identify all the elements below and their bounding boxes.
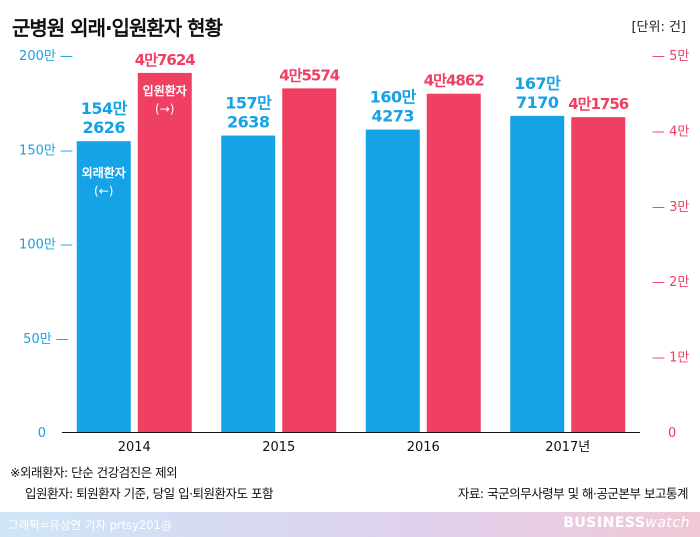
left-axis-tick-label: 100만 —: [19, 238, 73, 253]
data-label-outpatient: 4273: [371, 107, 414, 126]
series-label-inpatient: 입원환자: [143, 83, 187, 98]
x-axis-tick-label: 2016: [407, 440, 440, 455]
x-axis-tick-label: 2014: [118, 440, 151, 455]
note-inpatient: 입원환자: 퇴원환자 기준, 당일 입·퇴원환자도 포함: [25, 486, 274, 501]
left-axis-tick-label: 0: [38, 426, 46, 441]
unit-label: [단위: 건]: [631, 20, 686, 35]
data-label-outpatient: 2626: [82, 118, 125, 137]
bar-outpatient: [365, 129, 420, 432]
source-note: 자료: 국군의무사령부 및 해·공군본부 보고통계: [457, 486, 689, 501]
right-axis-tick-label: — 3만: [652, 200, 689, 215]
data-label-outpatient: 160만: [370, 88, 417, 107]
left-axis-tick-label: 200만 —: [19, 49, 73, 64]
right-axis-tick-label: 0: [668, 426, 676, 441]
data-label-outpatient: 154만: [81, 99, 128, 118]
data-label-inpatient: 4만5574: [279, 66, 340, 84]
bar-inpatient: [137, 72, 192, 432]
bar-inpatient: [426, 93, 481, 433]
page-title: 군병원 외래·입원환자 현황: [12, 16, 223, 40]
bar-outpatient: [221, 135, 276, 432]
right-axis-tick-label: — 1만: [652, 351, 689, 366]
data-label-inpatient: 4만4862: [424, 72, 485, 90]
bar-outpatient: [510, 115, 565, 432]
data-label-inpatient: 4만7624: [135, 51, 196, 69]
graphic-credit: 그래픽=유상연 기자 prtsy201@: [8, 518, 173, 532]
data-label-outpatient: 167만: [514, 74, 561, 93]
series-label-outpatient-arrow: (←): [94, 184, 113, 198]
bar-inpatient: [571, 117, 626, 432]
data-label-outpatient: 2638: [227, 113, 270, 132]
right-axis-tick-label: — 4만: [652, 124, 689, 139]
note-outpatient: ※외래환자: 단순 건강검진은 제외: [10, 465, 178, 480]
data-label-outpatient: 7170: [516, 93, 559, 112]
bar-inpatient: [282, 88, 337, 432]
bar-outpatient: [76, 141, 131, 432]
left-axis-tick-label: 50만 —: [23, 332, 69, 347]
bar-chart: 0 50만 — 100만 — 150만 — 200만 — 0 — 1만 — 2만 — 3만 — 4…: [19, 49, 689, 455]
x-axis-tick-label: 2015: [262, 440, 295, 455]
brand-bold: BUSINESS: [563, 515, 646, 531]
series-label-outpatient: 외래환자: [82, 165, 126, 180]
x-axis-tick-label: 2017년: [545, 440, 590, 455]
data-label-outpatient: 157만: [225, 94, 272, 113]
data-label-inpatient: 4만1756: [568, 95, 629, 113]
right-axis-tick-label: — 5만: [652, 49, 689, 64]
footer-bar: 그래픽=유상연 기자 prtsy201@ BUSINESSwatch: [0, 512, 700, 537]
series-label-inpatient-arrow: (→): [155, 102, 174, 116]
right-axis-tick-label: — 2만: [652, 275, 689, 290]
brand-logo: BUSINESSwatch: [563, 515, 690, 531]
left-axis-tick-label: 150만 —: [19, 143, 73, 158]
brand-light: watch: [645, 515, 690, 531]
